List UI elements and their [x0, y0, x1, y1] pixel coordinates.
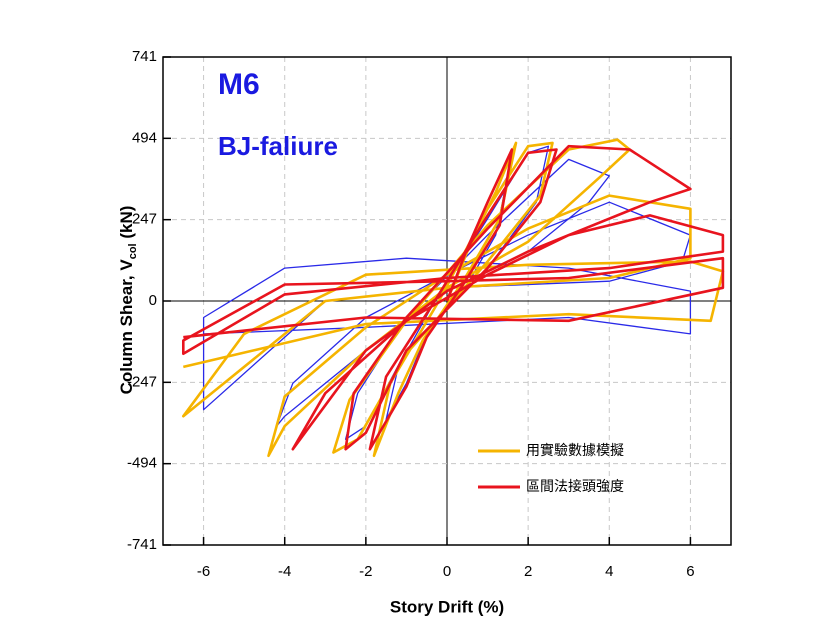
series-line [202, 145, 692, 440]
y-tick-label: 741 [132, 48, 157, 65]
legend-label: 區間法接頭強度 [526, 478, 624, 495]
y-label-main: Column Shear, V [117, 259, 136, 395]
y-tick-label: 247 [132, 211, 157, 228]
x-tick-label: 4 [605, 563, 613, 580]
x-tick-label: 0 [443, 563, 451, 580]
plot-area [182, 138, 725, 458]
x-tick-label: 2 [524, 563, 532, 580]
x-tick-label: 6 [686, 563, 694, 580]
y-label-sub: col [127, 243, 139, 259]
grid [163, 57, 731, 545]
y-axis-label: Column Shear, Vcol (kN) [117, 206, 138, 395]
x-axis-label: Story Drift (%) [390, 597, 504, 616]
x-tick-label: -6 [197, 563, 210, 580]
x-tick-label: -2 [359, 563, 372, 580]
y-tick-label: 0 [149, 292, 157, 309]
chart-subtitle: BJ-faliure [218, 131, 338, 161]
y-tick-label: -741 [127, 536, 157, 553]
y-tick-label: -247 [127, 373, 157, 390]
legend-label: 用實驗數據模擬 [526, 442, 624, 459]
series-line [182, 138, 725, 458]
y-tick-label: -494 [127, 455, 157, 472]
x-tick-label: -4 [278, 563, 291, 580]
chart-title: M6 [218, 68, 260, 101]
series-line [182, 144, 725, 451]
y-tick-label: 494 [132, 129, 157, 146]
y-label-unit: (kN) [117, 206, 136, 244]
